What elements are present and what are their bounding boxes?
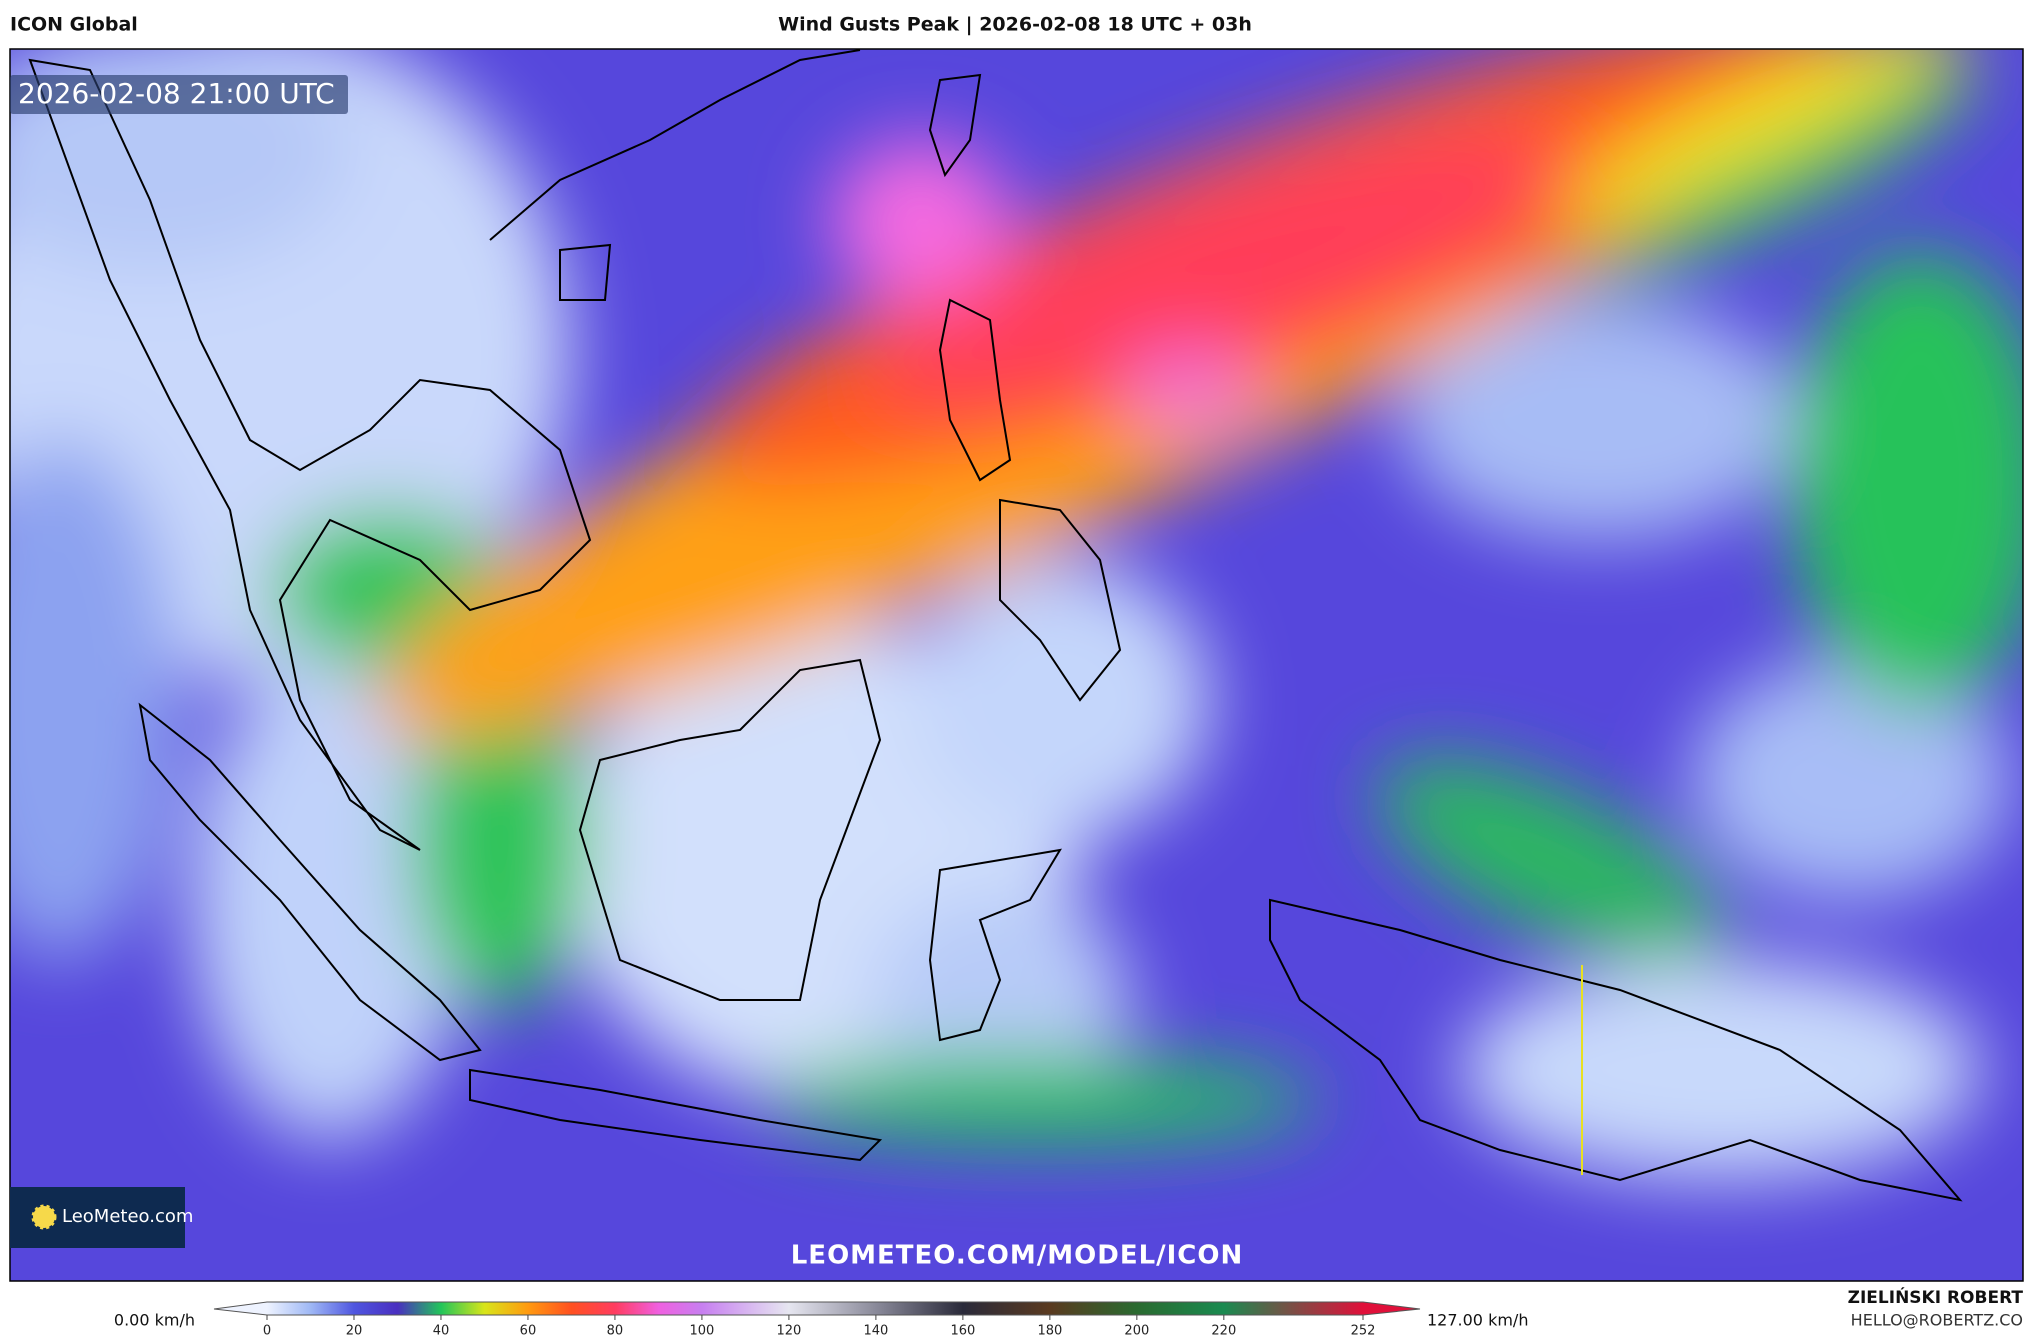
- colorbar-tick-label: 40: [433, 1324, 450, 1337]
- colorbar-tick-label: 80: [607, 1324, 624, 1337]
- logo-sun: [31, 1204, 57, 1230]
- colorbar-tick-label: 0: [263, 1324, 271, 1337]
- logo-text: LeoMeteo.com: [62, 1206, 193, 1227]
- time-box: [10, 75, 348, 114]
- colorbar-tick-label: 140: [863, 1324, 888, 1337]
- colorbar-tick-label: 20: [346, 1324, 363, 1337]
- colorbar-min: 0.00 km/h: [114, 1311, 195, 1330]
- colorbar-ticks: 0 20 40 60 80 100 120 140 160 180 200 220 252: [263, 1315, 1376, 1337]
- colorbar-tick-label: 100: [690, 1324, 715, 1337]
- model-name: ICON Global: [10, 14, 138, 36]
- map: [10, 49, 2023, 1281]
- colorbar-tick-label: 120: [776, 1324, 801, 1337]
- colorbar-tick-label: 200: [1124, 1324, 1149, 1337]
- map-title: Wind Gusts Peak | 2026-02-08 18 UTC + 03…: [778, 14, 1252, 36]
- watermark: LEOMETEO.COM/MODEL/ICON: [791, 1241, 1244, 1271]
- valid-time: 2026-02-08 21:00 UTC: [18, 77, 335, 110]
- colorbar: [213, 1301, 1421, 1316]
- colorbar-tick-label: 252: [1351, 1324, 1376, 1337]
- colorbar-tick-label: 180: [1037, 1324, 1062, 1337]
- colorbar-tick-label: 160: [950, 1324, 975, 1337]
- map-frame: [9, 48, 2024, 1282]
- colorbar-max: 127.00 km/h: [1427, 1311, 1528, 1330]
- coastlines: [28, 49, 1963, 1202]
- colorbar-tick-label: 60: [520, 1324, 537, 1337]
- colorbar-tick-label: 220: [1211, 1324, 1236, 1337]
- author: ZIELIŃSKI ROBERT: [1848, 1286, 2024, 1308]
- email: HELLO@ROBERTZ.CO: [1851, 1311, 2023, 1330]
